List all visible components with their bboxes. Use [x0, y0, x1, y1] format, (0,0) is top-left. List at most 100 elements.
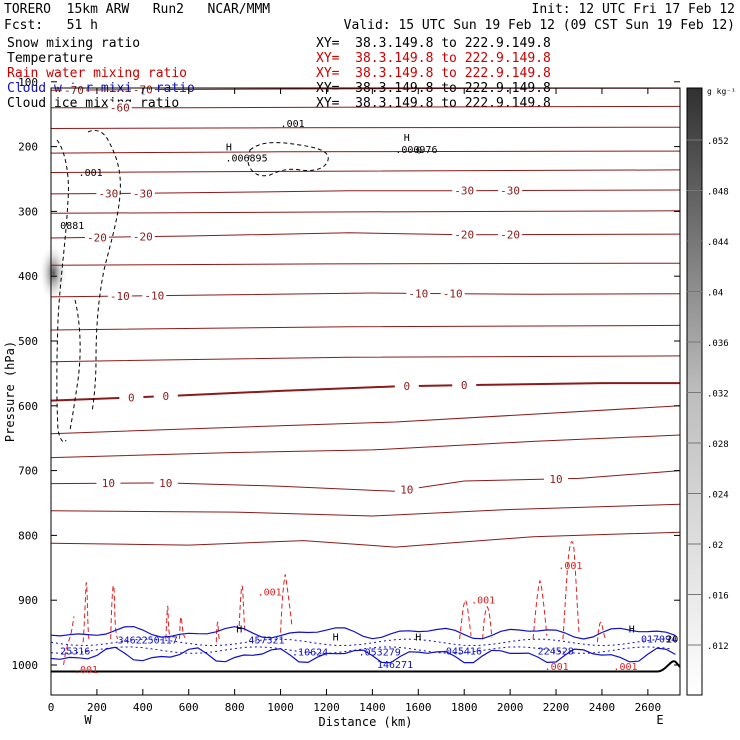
- x-tick-label: 2200: [543, 701, 570, 714]
- temperature-label: -20: [500, 229, 520, 242]
- contour-label-bg: [394, 483, 419, 495]
- y-tick-label: 100: [18, 76, 38, 89]
- cloud-water-contour-upper: [50, 625, 676, 640]
- temperature-label: -30: [454, 185, 474, 198]
- contour-label-bg: [544, 472, 569, 484]
- temperature-contour: [50, 503, 681, 517]
- temperature-contour: [50, 470, 681, 492]
- contour-label-bg: [130, 230, 155, 242]
- legend-temperature-name: Temperature: [7, 51, 94, 66]
- colorbar-tick-label: .028: [707, 440, 729, 450]
- colorbar-tick-label: .052: [707, 137, 729, 147]
- contour-label-bg: [452, 228, 477, 240]
- colorbar: [686, 87, 703, 696]
- legend-rain-xy: XY= 38.3.149.8 to 222.9.149.8: [316, 66, 551, 81]
- x-tick-label: 1000: [267, 701, 294, 714]
- legend-snow-xy: XY= 38.3.149.8 to 222.9.149.8: [316, 36, 551, 51]
- cloud-water-dotted: [50, 646, 671, 654]
- temperature-contour: [50, 169, 681, 173]
- rain-contour: [596, 621, 607, 643]
- legend-rain-name: Rain water mixing ratio: [7, 66, 188, 81]
- y-tick-label: 600: [18, 400, 38, 413]
- rain-label: .001: [613, 662, 637, 673]
- temperature-contour: [50, 434, 681, 459]
- temperature-label: -10: [110, 290, 130, 303]
- contour-label-bg: [440, 287, 465, 299]
- temperature-label: 0: [162, 390, 169, 403]
- contour-label-bg: [452, 379, 477, 391]
- forecast-hour: Fcst: 51 h: [4, 18, 98, 33]
- x-tick-label: 400: [133, 701, 153, 714]
- contour-label-bg: [153, 390, 178, 402]
- contour-label-bg: [107, 290, 132, 302]
- east-end-label: E: [656, 713, 663, 727]
- temperature-label: 0: [404, 380, 411, 393]
- high-marker: H: [415, 632, 421, 643]
- cloud-water-label: .10624: [292, 647, 328, 658]
- y-tick-label: 700: [18, 465, 38, 478]
- contour-label-bg: [61, 84, 86, 96]
- temperature-contour: [50, 382, 680, 402]
- cloud-water-label: 3462250117: [118, 636, 178, 647]
- x-tick-label: 1600: [405, 701, 432, 714]
- temperature-label: 0: [461, 379, 468, 392]
- y-tick-label: 1000: [12, 659, 39, 672]
- snow-label: .006895: [225, 154, 267, 165]
- x-tick-label: 1200: [313, 701, 340, 714]
- cloud-water-label: 017094: [641, 634, 677, 645]
- x-tick-label: 2600: [635, 701, 662, 714]
- high-marker: H: [629, 625, 635, 636]
- temperature-label: 10: [549, 473, 562, 486]
- temperature-label: -30: [98, 187, 118, 200]
- contour-label-bg: [119, 391, 144, 403]
- contour-label-bg: [96, 477, 121, 489]
- contour-label-bg: [452, 184, 477, 196]
- temperature-contour: [51, 105, 681, 109]
- x-tick-label: 1400: [359, 701, 386, 714]
- valid-time: Valid: 15 UTC Sun 19 Feb 12 (09 CST Sun …: [343, 18, 735, 33]
- rain-label: .001: [74, 665, 98, 676]
- y-tick-label: 400: [18, 270, 38, 283]
- rain-label: .001: [545, 662, 569, 673]
- rain-contour: [110, 585, 119, 640]
- rain-contour: [179, 616, 186, 640]
- x-tick-label: 2000: [497, 701, 524, 714]
- snow-label: .000976: [395, 145, 437, 156]
- high-marker: H: [226, 142, 232, 153]
- contour-label-bg: [130, 187, 155, 199]
- extra-label: 0: [416, 146, 422, 157]
- extra-label: 0881: [60, 221, 84, 232]
- contour-label-bg: [107, 101, 132, 113]
- snow-contour: [87, 129, 121, 413]
- colorbar-tick-label: .012: [707, 642, 729, 652]
- legend-temperature-xy: XY= 38.3.149.8 to 222.9.149.8: [316, 51, 551, 66]
- temperature-label: -10: [144, 290, 164, 303]
- x-tick-label: 1800: [451, 701, 478, 714]
- temperature-label: -30: [133, 187, 153, 200]
- contour-label-bg: [394, 380, 419, 392]
- temperature-label: -30: [500, 185, 520, 198]
- temperature-contour: [50, 210, 681, 214]
- cloud-ice-shading: [39, 242, 68, 303]
- rain-contour: [63, 616, 75, 666]
- rain-label: .001: [258, 588, 282, 599]
- rain-contour: [82, 582, 90, 643]
- cloud-water-label: .053279: [359, 647, 401, 658]
- temperature-label: -10: [408, 287, 428, 300]
- plot-frame: [50, 87, 681, 696]
- temperature-contour: [50, 355, 681, 363]
- contour-label-bg: [153, 476, 178, 488]
- temperature-contour: [50, 126, 681, 129]
- y-tick-label: 800: [18, 529, 38, 542]
- contour-label-bg: [406, 287, 431, 299]
- high-marker: H: [404, 133, 410, 144]
- contour-label-bg: [96, 187, 121, 199]
- rain-label: .001: [471, 595, 495, 606]
- rain-contour: [562, 541, 580, 640]
- rain-contour: [482, 605, 493, 640]
- rain-contour: [238, 585, 246, 633]
- temperature-contour: [50, 324, 681, 331]
- x-tick-label: 600: [179, 701, 199, 714]
- high-marker: H: [236, 625, 242, 636]
